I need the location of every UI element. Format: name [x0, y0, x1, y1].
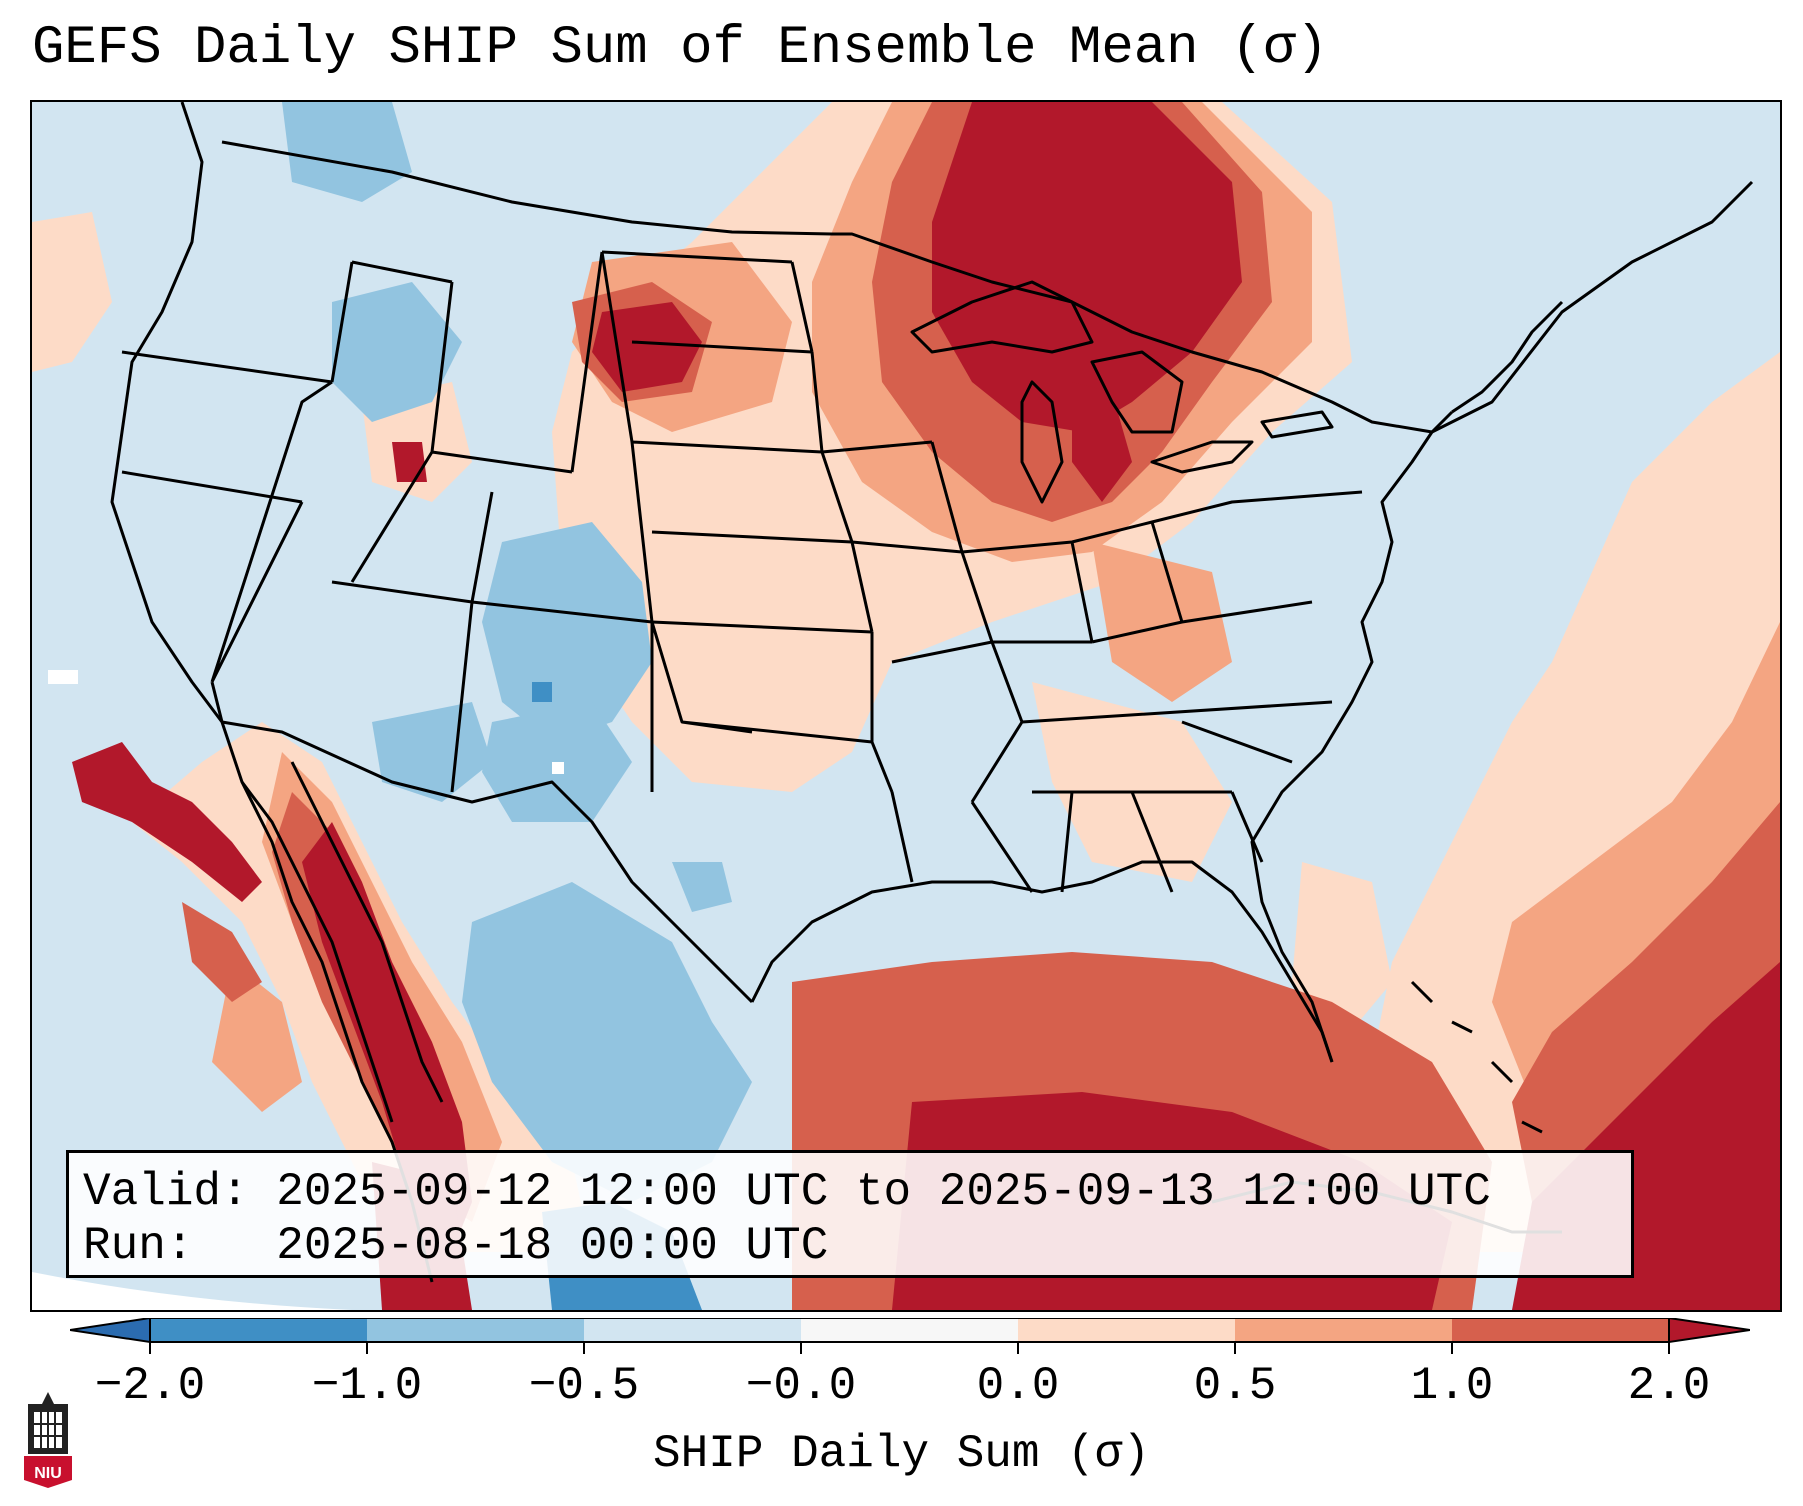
- lake-superior: [910, 280, 1094, 354]
- map-canvas: [32, 102, 1780, 1310]
- colorbar-tick-label: −2.0: [94, 1360, 206, 1412]
- border-us-mexico: [221, 720, 754, 1004]
- colorbar-ticks: [149, 1342, 1670, 1354]
- lake-michigan: [1020, 380, 1064, 504]
- colorbar-bin-5: [1018, 1318, 1235, 1342]
- valid-time-text: Valid: 2025-09-12 12:00 UTC to 2025-09-1…: [83, 1166, 1491, 1218]
- coastline-bahamas: [1410, 980, 1543, 1134]
- colorbar-extend-low: [70, 1318, 151, 1344]
- coastline-gulf: [750, 860, 1334, 1063]
- white-pixel-pacific: [48, 670, 78, 684]
- colorbar-tick-label: 0.0: [976, 1360, 1060, 1412]
- chart-title: GEFS Daily SHIP Sum of Ensemble Mean (σ): [32, 18, 1329, 79]
- state-lines-east: [821, 440, 1363, 893]
- colorbar-bin-1: [150, 1318, 367, 1342]
- coastline-atlantic: [1250, 410, 1454, 1063]
- colorbar-tick-label: 2.0: [1627, 1360, 1711, 1412]
- colorbar-extend-high: [1668, 1318, 1750, 1344]
- colorbar-tick-label: 0.5: [1193, 1360, 1277, 1412]
- projection-edge-left: [32, 1272, 352, 1310]
- run-time-text: Run: 2025-08-18 00:00 UTC: [83, 1220, 829, 1272]
- white-pixel-tx: [552, 762, 564, 774]
- state-lines-central: [601, 250, 914, 883]
- coastline-pacific: [110, 102, 434, 1283]
- colorbar-bin-4: [801, 1318, 1018, 1342]
- coastline-gulf-of-california: [290, 761, 444, 1103]
- state-lines-west: [121, 251, 654, 793]
- map-panel: [30, 100, 1782, 1312]
- colorbar-tick-label: −0.5: [528, 1360, 640, 1412]
- colorbar-label: SHIP Daily Sum (σ): [653, 1428, 1150, 1480]
- boundaries: [110, 102, 1754, 1283]
- niu-logo: NIU: [24, 1392, 72, 1488]
- lake-huron: [1090, 350, 1184, 434]
- colorbar-tick-label: −0.0: [745, 1360, 857, 1412]
- colorbar-bin-2: [367, 1318, 584, 1342]
- colorbar: [70, 1318, 1750, 1354]
- colorbar-tick-label: −1.0: [311, 1360, 423, 1412]
- lake-erie: [1150, 440, 1254, 474]
- border-us-canada: [221, 140, 1754, 434]
- anomaly-medium-negative: [282, 102, 752, 1202]
- colorbar-bin-7: [1452, 1318, 1669, 1342]
- colorbar-bin-6: [1235, 1318, 1452, 1342]
- valid-time-box: Valid: 2025-09-12 12:00 UTC to 2025-09-1…: [66, 1150, 1634, 1278]
- coastline-baja: [240, 781, 394, 1123]
- lake-ontario: [1260, 410, 1334, 439]
- colorbar-bin-3: [584, 1318, 801, 1342]
- coastline-northeast: [1451, 300, 1564, 414]
- colorbar-tick-label: 1.0: [1410, 1360, 1494, 1412]
- logo-text: NIU: [34, 1465, 62, 1482]
